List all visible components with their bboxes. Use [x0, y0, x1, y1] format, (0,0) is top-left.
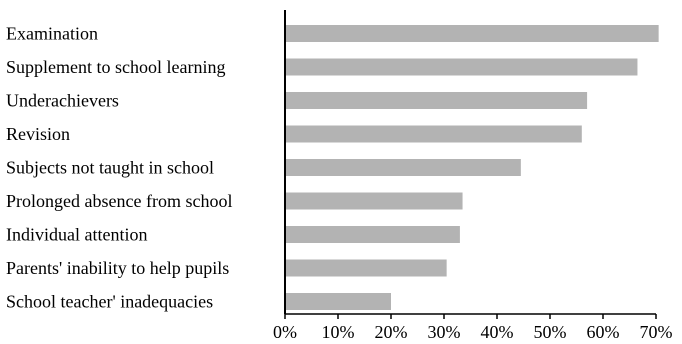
x-tick-label: 0%	[273, 322, 297, 342]
category-label-revision: Revision	[6, 124, 70, 144]
bar-prolonged-absence-from-school	[285, 192, 463, 210]
bar-supplement-to-school-learning	[285, 58, 638, 76]
category-label-prolonged-absence-from-school: Prolonged absence from school	[6, 191, 232, 211]
category-label-parents-inability-to-help-pupils: Parents' inability to help pupils	[6, 258, 229, 278]
category-label-supplement-to-school-learning: Supplement to school learning	[6, 57, 225, 77]
category-labels: Examination Supplement to school learning…	[6, 24, 232, 312]
x-ticks: 0% 10% 20% 30% 40% 50% 60% 70%	[273, 314, 673, 342]
x-tick-label: 10%	[322, 322, 355, 342]
x-tick-label: 70%	[640, 322, 673, 342]
bar-school-teacher-inadequacies	[285, 293, 391, 310]
x-tick-label: 30%	[428, 322, 461, 342]
category-label-examination: Examination	[6, 24, 98, 44]
x-tick-label: 20%	[375, 322, 408, 342]
bar-examination	[285, 25, 659, 42]
x-tick-label: 60%	[587, 322, 620, 342]
bar-underachievers	[285, 92, 588, 109]
bars-group	[285, 25, 659, 310]
category-label-school-teacher-inadequacies: School teacher' inadequacies	[6, 292, 213, 312]
bar-subjects-not-taught-in-school	[285, 159, 521, 176]
category-label-underachievers: Underachievers	[6, 91, 119, 111]
x-tick-label: 50%	[534, 322, 567, 342]
x-tick-label: 40%	[481, 322, 514, 342]
category-label-subjects-not-taught-in-school: Subjects not taught in school	[6, 158, 214, 178]
bar-revision	[285, 125, 582, 143]
bar-parents-inability-to-help-pupils	[285, 259, 447, 277]
bar-individual-attention	[285, 226, 460, 243]
category-label-individual-attention: Individual attention	[6, 225, 147, 245]
